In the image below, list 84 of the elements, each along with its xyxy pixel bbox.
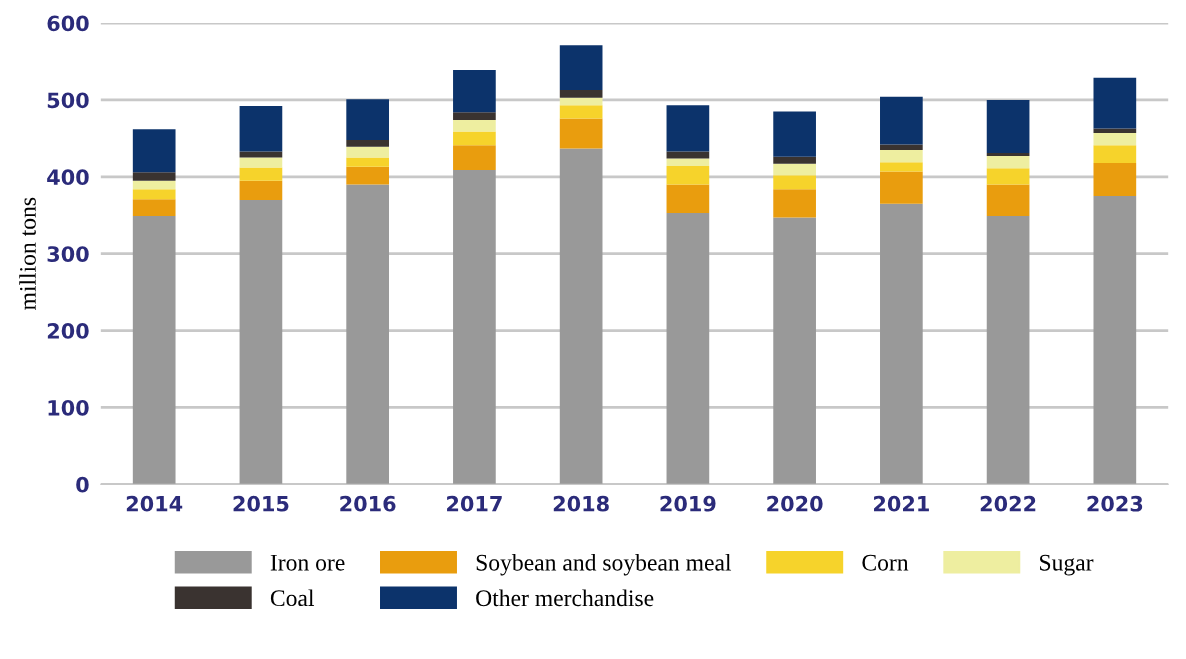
bar xyxy=(559,97,603,106)
legend-label: Iron ore xyxy=(270,554,345,571)
bar xyxy=(1093,77,1137,129)
x-tick-label: 2014 xyxy=(126,495,183,512)
bar xyxy=(453,169,496,485)
bar xyxy=(880,171,923,204)
legend-label: Soybean and soybean meal xyxy=(476,554,732,576)
bar xyxy=(880,203,923,485)
x-tick-label: 2019 xyxy=(660,495,716,512)
bar xyxy=(346,166,390,185)
legend-label: Corn xyxy=(862,554,909,571)
bar xyxy=(666,184,710,213)
bar xyxy=(239,157,283,168)
bar xyxy=(239,180,283,200)
x-tick-label: 2022 xyxy=(980,495,1036,512)
y-tick-label: 0 xyxy=(76,476,89,493)
bar xyxy=(666,151,710,159)
bar xyxy=(773,175,816,190)
bar xyxy=(559,89,603,98)
bar xyxy=(773,163,816,176)
bar xyxy=(453,145,496,170)
y-tick-label: 300 xyxy=(47,246,89,262)
legend-label: Sugar xyxy=(1040,554,1094,576)
bar xyxy=(346,146,390,158)
legend-label: Other merchandise xyxy=(476,589,654,607)
x-tick-label: 2015 xyxy=(233,495,289,512)
bar xyxy=(132,129,176,173)
bar xyxy=(773,156,816,164)
x-tick-label: 2016 xyxy=(340,495,396,512)
bar xyxy=(666,158,710,167)
bar xyxy=(453,69,496,113)
bar xyxy=(1093,196,1137,485)
bar xyxy=(1093,128,1137,134)
y-tick-label: 400 xyxy=(47,169,89,186)
bar xyxy=(880,144,923,150)
x-tick-label: 2023 xyxy=(1087,495,1143,512)
y-tick-label: 500 xyxy=(47,92,89,109)
x-tick-label: 2017 xyxy=(447,495,502,512)
bar xyxy=(773,111,816,157)
bar xyxy=(773,217,816,485)
bar xyxy=(666,166,710,185)
bar xyxy=(346,184,390,485)
bar xyxy=(346,99,390,140)
bar xyxy=(1093,145,1137,163)
bar xyxy=(880,162,923,172)
bar xyxy=(559,148,603,485)
bar xyxy=(1093,133,1137,146)
bar xyxy=(132,172,176,181)
bar xyxy=(1093,162,1137,197)
legend-label: Coal xyxy=(270,589,315,607)
y-tick-label: 100 xyxy=(48,399,89,416)
bar xyxy=(880,149,923,163)
bar xyxy=(986,99,1030,153)
bar xyxy=(132,180,176,190)
bar xyxy=(559,105,603,119)
bar xyxy=(239,199,283,485)
x-tick-label: 2020 xyxy=(767,495,823,512)
bar xyxy=(132,189,176,200)
bar xyxy=(239,167,283,181)
bar xyxy=(132,199,176,217)
bar xyxy=(132,216,176,485)
x-tick-label: 2018 xyxy=(553,495,609,512)
bar xyxy=(346,139,390,147)
bar xyxy=(346,157,390,167)
y-tick-label: 600 xyxy=(47,15,89,32)
bar xyxy=(239,151,283,158)
bar xyxy=(880,96,923,145)
y-tick-label: 200 xyxy=(47,323,89,339)
bar xyxy=(666,105,710,152)
bar xyxy=(559,118,603,149)
bar xyxy=(986,216,1030,485)
x-tick-label: 2021 xyxy=(874,495,929,512)
bar xyxy=(453,119,496,132)
y-axis-title: million tons xyxy=(19,197,36,310)
bar xyxy=(986,153,1030,157)
bar xyxy=(986,184,1030,217)
bar xyxy=(986,156,1030,169)
bar xyxy=(453,131,496,146)
bar xyxy=(559,45,603,90)
bar xyxy=(773,189,816,218)
bar xyxy=(453,112,496,120)
bar xyxy=(986,168,1030,185)
bar xyxy=(239,106,283,152)
bar xyxy=(666,212,710,485)
